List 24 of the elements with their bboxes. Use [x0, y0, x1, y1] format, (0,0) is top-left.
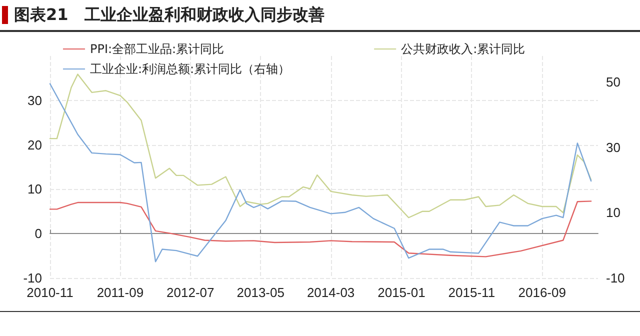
y-tick-label: 0: [34, 226, 42, 242]
x-tick-label: 2016-09: [518, 285, 566, 300]
chart-title: 图表21 工业企业盈利和财政收入同步改善: [14, 4, 324, 26]
line-series: [49, 83, 592, 262]
x-tick-label: 2010-11: [26, 285, 74, 300]
y2-tick-label: -10: [606, 270, 625, 286]
x-tick-label: 2013-05: [236, 285, 284, 300]
y2-tick-label: 10: [606, 205, 620, 220]
x-tick-label: 2011-09: [96, 285, 144, 300]
line-series: [49, 200, 592, 258]
legend-label: 公共财政收入:累计同比: [401, 42, 526, 56]
x-tick-label: 2015-11: [448, 285, 496, 300]
legend-label: 工业企业:利润总额:累计同比（右轴）: [90, 62, 290, 76]
x-tick-label: 2015-01: [378, 285, 426, 300]
legend-label: PPI:全部工业品:累计同比: [90, 42, 224, 56]
y2-tick-label: 30: [606, 140, 620, 155]
y-tick-label: 30: [28, 92, 42, 108]
y2-tick-label: 50: [606, 74, 620, 90]
y-tick-label: -10: [23, 270, 42, 286]
x-tick-label: 2012-07: [166, 285, 214, 300]
y-tick-label: 20: [28, 137, 42, 152]
line-series: [49, 74, 592, 218]
x-tick-label: 2014-03: [306, 285, 355, 300]
y-tick-label: 10: [28, 182, 42, 197]
